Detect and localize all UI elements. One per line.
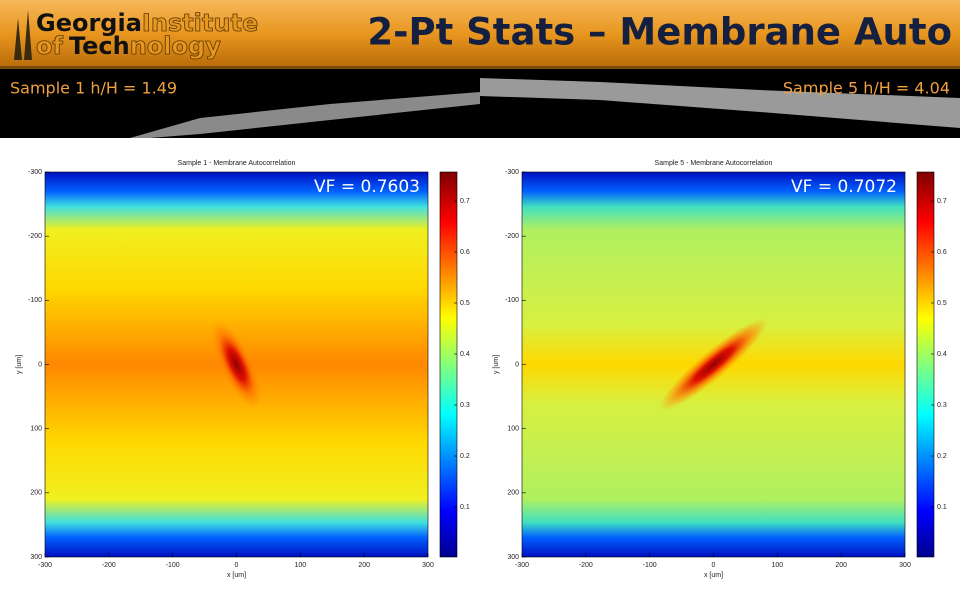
y-tick-label: -300: [505, 169, 519, 176]
x-tick-label: -300: [515, 562, 529, 569]
x-tick-label: 200: [358, 562, 370, 569]
x-tick-label: -100: [643, 562, 657, 569]
logo-icon: [14, 10, 32, 60]
x-tick-label: 100: [294, 562, 306, 569]
sample-label: Sample 5 h/H = 4.04: [783, 79, 950, 98]
x-tick-label: -200: [579, 562, 593, 569]
header-rule: [0, 66, 960, 69]
plot-title: Sample 5 - Membrane Autocorrelation: [655, 160, 773, 167]
y-tick-label: 0: [515, 361, 519, 368]
vf-label: VF = 0.7603: [314, 177, 420, 197]
correlation-peak: [659, 318, 768, 411]
colorbar-tick-label: 0.6: [460, 249, 470, 256]
colorbar-tick-label: 0.3: [460, 402, 470, 409]
membrane-image-1: [130, 92, 480, 138]
y-tick-label: -100: [505, 297, 519, 304]
x-tick-label: -300: [38, 562, 52, 569]
y-tick-label: 300: [507, 554, 519, 561]
colorbar-tick-label: 0.6: [937, 249, 947, 256]
colorbar-tick-label: 0.1: [460, 504, 470, 511]
y-tick-label: -200: [505, 233, 519, 240]
colorbar-tick-label: 0.5: [460, 300, 470, 307]
colorbar-tick-label: 0.2: [460, 453, 470, 460]
y-tick-label: 200: [507, 490, 519, 497]
plot-title: Sample 1 - Membrane Autocorrelation: [178, 160, 296, 167]
colorbar-tick-label: 0.7: [937, 198, 947, 205]
colorbar-tick-label: 0.4: [937, 351, 947, 358]
y-axis-label: y [um]: [493, 355, 500, 374]
colorbar-tick-label: 0.7: [460, 198, 470, 205]
y-tick-label: 300: [30, 554, 42, 561]
x-tick-label: 100: [771, 562, 783, 569]
x-tick-label: 200: [835, 562, 847, 569]
x-tick-label: 0: [712, 562, 716, 569]
y-tick-label: -300: [28, 169, 42, 176]
y-tick-label: -100: [28, 297, 42, 304]
header-bar: [0, 0, 960, 68]
y-tick-label: 100: [507, 426, 519, 433]
y-tick-label: 0: [38, 361, 42, 368]
vf-label: VF = 0.7072: [791, 177, 897, 197]
x-tick-label: 300: [899, 562, 911, 569]
y-tick-label: 100: [30, 426, 42, 433]
y-axis-label: y [um]: [16, 355, 23, 374]
logo-line-2: of Technology: [36, 32, 221, 60]
colorbar-tick-label: 0.2: [937, 453, 947, 460]
x-tick-label: -200: [102, 562, 116, 569]
x-tick-label: 0: [235, 562, 239, 569]
colorbar-tick-label: 0.1: [937, 504, 947, 511]
colorbar: [916, 171, 935, 558]
colorbar-tick-label: 0.3: [937, 402, 947, 409]
slide-title: 2-Pt Stats – Membrane Auto: [367, 11, 952, 54]
x-tick-label: -100: [166, 562, 180, 569]
x-axis-label: x [um]: [227, 572, 246, 579]
correlation-peak: [211, 320, 262, 409]
membrane-image-2: [480, 78, 960, 128]
y-tick-label: -200: [28, 233, 42, 240]
colorbar-tick-label: 0.4: [460, 351, 470, 358]
x-tick-label: 300: [422, 562, 434, 569]
colorbar: [439, 171, 458, 558]
colorbar-tick-label: 0.5: [937, 300, 947, 307]
x-axis-label: x [um]: [704, 572, 723, 579]
sample-label: Sample 1 h/H = 1.49: [10, 79, 177, 98]
logo-line-1: GeorgiaInstitute: [36, 9, 258, 37]
y-tick-label: 200: [30, 490, 42, 497]
